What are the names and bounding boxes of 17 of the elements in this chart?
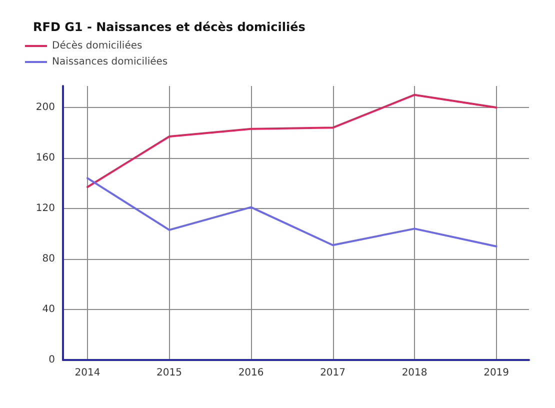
x-tick-label: 2014 [74, 368, 100, 378]
y-tick-label: 40 [42, 304, 55, 315]
y-tick-label: 0 [48, 354, 55, 366]
x-tick-label: 2017 [320, 368, 346, 378]
line-series [86, 177, 498, 248]
y-tick-label: 80 [42, 253, 55, 264]
x-tick-label: 2018 [402, 368, 428, 378]
y-tick-label: 160 [36, 152, 55, 164]
y-tick-label: 200 [36, 102, 55, 113]
legend-label: Décès domiciliées [52, 40, 142, 52]
y-tick-label: 120 [36, 202, 55, 214]
x-tick-label: 2019 [484, 368, 510, 378]
x-tick-label: 2015 [156, 368, 182, 378]
legend-label: Naissances domiciliées [52, 56, 168, 68]
line-series [86, 94, 498, 188]
x-tick-label: 2016 [238, 368, 264, 378]
chart-title: RFD G1 - Naissances et décès domiciliés [33, 20, 306, 34]
